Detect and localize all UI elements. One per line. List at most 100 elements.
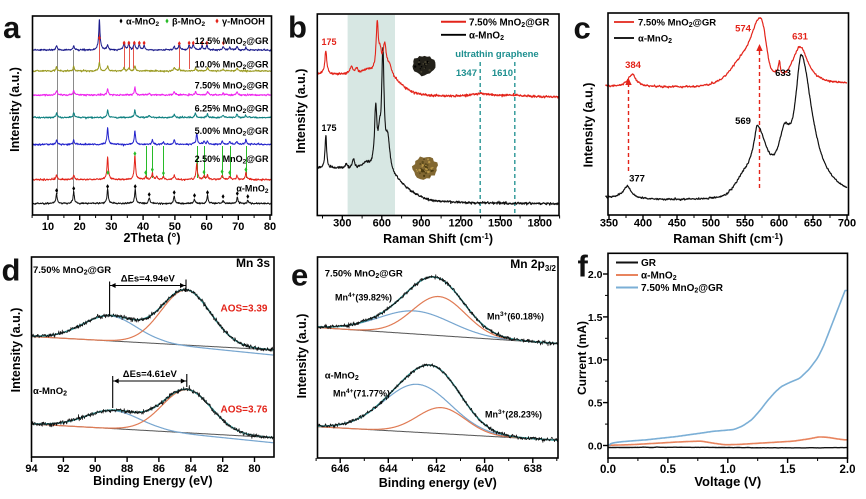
- svg-text:AOS=3.39: AOS=3.39: [221, 304, 268, 315]
- svg-text:633: 633: [775, 68, 791, 79]
- svg-text:377: 377: [629, 174, 645, 185]
- svg-text:1200: 1200: [449, 218, 473, 230]
- svg-text:e: e: [291, 258, 308, 293]
- svg-text:Mn3+(60.18%): Mn3+(60.18%): [487, 311, 544, 322]
- svg-text:7.50% MnO2@GR: 7.50% MnO2@GR: [195, 81, 269, 93]
- svg-text:a: a: [3, 10, 21, 45]
- svg-text:644: 644: [379, 463, 398, 475]
- svg-text:40: 40: [137, 221, 149, 233]
- svg-text:b: b: [288, 10, 307, 45]
- svg-text:1800: 1800: [528, 218, 552, 230]
- svg-text:Intensity (a.u.): Intensity (a.u.): [295, 314, 309, 399]
- svg-text:7.50% MnO2@GR: 7.50% MnO2@GR: [641, 283, 724, 295]
- svg-text:400: 400: [634, 218, 652, 230]
- svg-text:0.5: 0.5: [588, 398, 603, 410]
- svg-text:384: 384: [625, 60, 642, 71]
- svg-text:Intensity (a.u.): Intensity (a.u.): [294, 69, 308, 154]
- svg-text:0.0: 0.0: [588, 441, 603, 453]
- svg-text:Mn3+(28.23%): Mn3+(28.23%): [485, 409, 542, 420]
- svg-text:0.5: 0.5: [660, 464, 677, 476]
- svg-text:88: 88: [121, 463, 133, 475]
- svg-text:638: 638: [524, 463, 542, 475]
- svg-text:5.00% MnO2@GR: 5.00% MnO2@GR: [195, 126, 269, 138]
- svg-text:300: 300: [333, 218, 351, 230]
- svg-text:1347: 1347: [456, 68, 477, 79]
- svg-text:350: 350: [600, 218, 618, 230]
- svg-text:Raman Shift (cm-1): Raman Shift (cm-1): [383, 232, 493, 246]
- svg-text:α-MnO2​: α-MnO2​: [325, 371, 359, 383]
- svg-text:1.0: 1.0: [720, 464, 736, 476]
- svg-text:AOS=3.76: AOS=3.76: [221, 405, 268, 416]
- svg-text:7.50% MnO2@GR: 7.50% MnO2@GR: [325, 269, 403, 281]
- svg-text:1610: 1610: [492, 68, 513, 79]
- svg-text:Intensity (a.u.): Intensity (a.u.): [582, 83, 596, 168]
- svg-text:30: 30: [105, 221, 117, 233]
- svg-text:γ-MnOOH: γ-MnOOH: [222, 16, 265, 26]
- svg-text:Binding Energy (eV): Binding Energy (eV): [93, 474, 212, 488]
- svg-text:50: 50: [169, 221, 181, 233]
- svg-text:ΔEs=4.94eV: ΔEs=4.94eV: [121, 274, 176, 285]
- svg-text:574: 574: [735, 24, 752, 35]
- svg-text:90: 90: [89, 463, 101, 475]
- svg-text:600: 600: [373, 218, 391, 230]
- svg-text:80: 80: [264, 221, 276, 233]
- svg-text:600: 600: [770, 218, 788, 230]
- svg-text:700: 700: [838, 218, 856, 230]
- svg-text:631: 631: [792, 32, 809, 43]
- svg-text:Mn4+(39.82%): Mn4+(39.82%): [335, 292, 392, 303]
- svg-text:f: f: [578, 249, 589, 284]
- svg-text:Mn4+(71.77%): Mn4+(71.77%): [333, 388, 390, 399]
- svg-text:500: 500: [702, 218, 720, 230]
- svg-text:642: 642: [427, 463, 445, 475]
- svg-text:GR: GR: [641, 258, 657, 269]
- svg-text:Mn 2p3/2: Mn 2p3/2: [510, 257, 556, 273]
- svg-text:900: 900: [412, 218, 430, 230]
- svg-text:10.0% MnO2@GR: 10.0% MnO2@GR: [195, 60, 269, 72]
- svg-text:12.5% MnO2@GR: 12.5% MnO2@GR: [195, 36, 269, 48]
- svg-text:Raman Shift (cm-1): Raman Shift (cm-1): [673, 232, 783, 246]
- svg-text:6.25% MnO2@GR: 6.25% MnO2@GR: [195, 104, 269, 116]
- svg-text:84: 84: [185, 463, 198, 475]
- svg-text:1.5: 1.5: [780, 464, 797, 476]
- svg-text:α-MnO2​: α-MnO2​: [641, 271, 677, 283]
- svg-text:640: 640: [475, 463, 493, 475]
- svg-text:92: 92: [57, 463, 69, 475]
- svg-text:82: 82: [217, 463, 229, 475]
- svg-text:7.50% MnO2@GR: 7.50% MnO2@GR: [469, 17, 549, 29]
- svg-text:2.0: 2.0: [840, 464, 856, 476]
- svg-text:86: 86: [153, 463, 165, 475]
- svg-text:60: 60: [200, 221, 212, 233]
- svg-text:β-MnO2​: β-MnO2​: [172, 16, 205, 28]
- svg-text:Voltage (V): Voltage (V): [694, 474, 761, 489]
- svg-text:Current (mA): Current (mA): [575, 321, 589, 395]
- svg-text:94: 94: [25, 463, 38, 475]
- svg-text:175: 175: [321, 123, 336, 133]
- svg-text:0.0: 0.0: [600, 464, 616, 476]
- svg-text:ultrathin graphene: ultrathin graphene: [455, 49, 538, 60]
- svg-text:2Theta (°): 2Theta (°): [123, 231, 180, 245]
- svg-text:646: 646: [331, 463, 349, 475]
- svg-text:80: 80: [248, 463, 260, 475]
- svg-text:α-MnO2​: α-MnO2​: [33, 386, 67, 398]
- svg-text:70: 70: [232, 221, 244, 233]
- svg-text:7.50% MnO2@GR: 7.50% MnO2@GR: [638, 18, 716, 30]
- svg-text:d: d: [2, 253, 21, 288]
- svg-text:1500: 1500: [488, 218, 512, 230]
- svg-text:2.0: 2.0: [588, 269, 603, 281]
- svg-text:α-MnO2​: α-MnO2​: [126, 16, 159, 28]
- svg-text:ΔEs=4.61eV: ΔEs=4.61eV: [123, 369, 178, 380]
- svg-text:1.0: 1.0: [588, 355, 603, 367]
- svg-text:α-MnO2​: α-MnO2​: [469, 30, 504, 42]
- svg-text:2.50% MnO2@GR: 2.50% MnO2@GR: [195, 154, 269, 166]
- svg-text:7.50% MnO2@GR: 7.50% MnO2@GR: [33, 265, 111, 277]
- svg-text:α-MnO2​: α-MnO2​: [236, 184, 269, 196]
- svg-text:650: 650: [804, 218, 822, 230]
- svg-text:Intensity (a.u.): Intensity (a.u.): [8, 67, 22, 152]
- svg-text:c: c: [574, 11, 591, 46]
- svg-text:20: 20: [74, 221, 86, 233]
- svg-text:10: 10: [42, 221, 54, 233]
- svg-text:175: 175: [321, 37, 336, 47]
- svg-text:569: 569: [735, 116, 751, 127]
- svg-text:Binding energy (eV): Binding energy (eV): [379, 476, 497, 490]
- svg-text:1.5: 1.5: [588, 312, 603, 324]
